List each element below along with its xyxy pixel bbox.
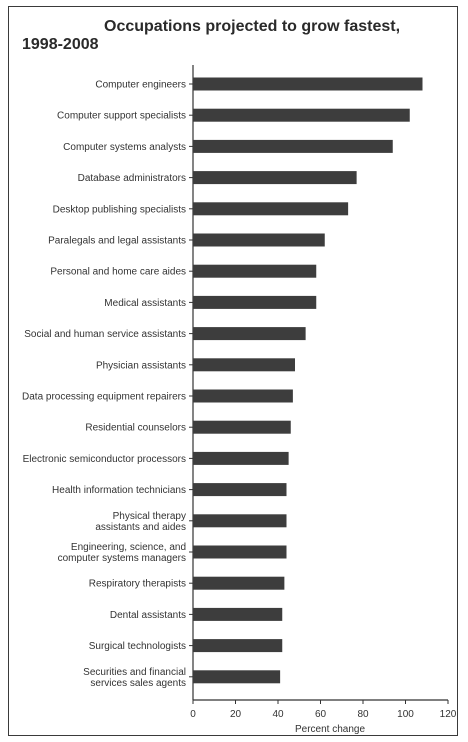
category-label: Paralegals and legal assistants — [48, 236, 186, 247]
bar — [193, 389, 293, 403]
x-tick-label: 0 — [190, 709, 196, 720]
x-tick-label: 80 — [357, 709, 369, 720]
bar — [193, 264, 317, 278]
category-label: Engineering, science, and computer system… — [58, 542, 186, 564]
bar — [193, 576, 285, 590]
bar — [193, 670, 281, 684]
x-tick-label: 20 — [230, 709, 242, 720]
bar — [193, 514, 287, 528]
category-label: Physician assistants — [96, 360, 186, 371]
x-tick-label: 60 — [315, 709, 327, 720]
category-label-line: services sales agents — [90, 678, 186, 689]
category-label: Surgical technologists — [89, 641, 186, 652]
category-label: Securities and financial services sales a… — [83, 667, 186, 689]
bar — [193, 483, 287, 497]
category-label: Dental assistants — [110, 610, 186, 621]
chart-title-line-2: 1998-2008 — [22, 36, 99, 53]
x-tick-label: 120 — [440, 709, 457, 720]
category-label: Computer engineers — [95, 80, 186, 91]
bar — [193, 451, 289, 465]
bar — [193, 233, 325, 247]
category-label: Health information technicians — [52, 485, 186, 496]
bar — [193, 295, 317, 309]
bar — [193, 171, 357, 185]
category-label-line: Securities and financial — [83, 667, 186, 678]
x-axis-label: Percent change — [295, 724, 365, 735]
bar — [193, 202, 349, 216]
x-tick-label: 100 — [397, 709, 414, 720]
bar — [193, 77, 423, 91]
x-tick-label: 40 — [272, 709, 284, 720]
category-label: Computer support specialists — [57, 111, 186, 122]
category-label: Physical therapy assistants and aides — [95, 511, 186, 533]
category-label: Respiratory therapists — [89, 579, 186, 590]
category-label: Desktop publishing specialists — [53, 204, 186, 215]
category-label-line: Physical therapy — [113, 511, 186, 522]
bar — [193, 358, 295, 372]
bar — [193, 139, 393, 153]
category-label: Data processing equipment repairers — [22, 392, 186, 403]
bar — [193, 420, 291, 434]
category-label: Computer systems analysts — [63, 142, 186, 153]
category-label-line: Engineering, science, and — [71, 542, 186, 553]
bar — [193, 639, 283, 653]
category-label-line: computer systems managers — [58, 553, 186, 564]
bar — [193, 327, 306, 341]
category-label: Residential counselors — [85, 423, 186, 434]
category-label: Database administrators — [78, 173, 186, 184]
category-label: Social and human service assistants — [24, 329, 186, 340]
chart-title: Occupations projected to grow fastest, 1… — [22, 18, 452, 54]
category-label-line: assistants and aides — [95, 522, 186, 533]
bar — [193, 108, 410, 122]
bar — [193, 545, 287, 559]
category-label: Personal and home care aides — [50, 267, 186, 278]
category-label: Electronic semiconductor processors — [23, 454, 186, 465]
bar — [193, 607, 283, 621]
chart-title-line-1: Occupations projected to grow fastest, — [104, 18, 401, 35]
category-label: Medical assistants — [104, 298, 186, 309]
